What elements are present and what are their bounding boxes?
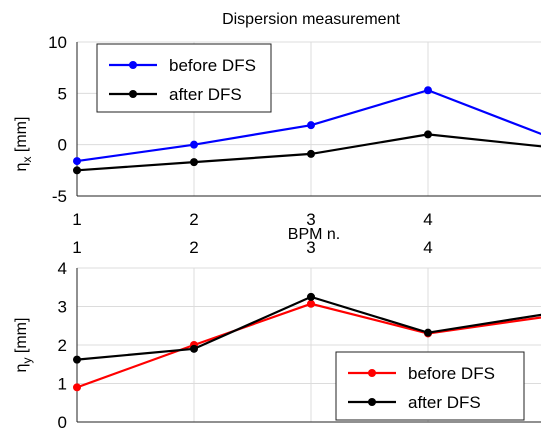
y-tick-label: 10 (48, 33, 67, 52)
y-axis-label-top-unit: [mm] (13, 117, 30, 157)
y-tick-label: 3 (58, 298, 67, 317)
x-tick-label: 4 (423, 238, 432, 257)
data-point (307, 149, 315, 158)
x-tick-label: 1 (72, 210, 81, 229)
legend-box (96, 43, 272, 113)
data-point (73, 355, 81, 364)
x-tick-label: 3 (306, 210, 315, 229)
y-tick-label: 4 (58, 259, 67, 278)
legend-label: before DFS (169, 56, 256, 75)
x-tick-label: 3 (306, 238, 315, 257)
data-point (424, 86, 432, 95)
legend-marker (368, 398, 376, 406)
x-tick-label: 4 (423, 210, 432, 229)
x-tick-label: 2 (189, 238, 198, 257)
y-axis-label-bottom: ηy [mm] (13, 318, 34, 373)
legend-label: after DFS (169, 85, 242, 104)
y-tick-label: 2 (58, 336, 67, 355)
y-axis-label-top: ηx [mm] (13, 117, 34, 172)
y-axis-label-top-symbol: η (13, 163, 30, 172)
y-tick-label: 5 (58, 84, 67, 103)
chart-title: Dispersion measurement (222, 11, 400, 28)
y-tick-label: 0 (58, 413, 67, 429)
panel-top: -5 0 5 10 1 2 3 4 before DFS after DFS (48, 33, 541, 229)
y-axis-label-bottom-unit: [mm] (13, 318, 30, 358)
x-tick-label: 1 (72, 238, 81, 257)
data-point (307, 299, 315, 308)
legend-marker (129, 90, 137, 98)
x-tick-label: 2 (189, 210, 198, 229)
data-point (190, 344, 198, 353)
data-point (424, 130, 432, 139)
data-point (73, 157, 81, 166)
legend-label: after DFS (408, 393, 481, 412)
y-tick-label: 1 (58, 375, 67, 394)
y-axis-label-top-subscript: x (20, 157, 34, 163)
data-point (190, 140, 198, 149)
y-tick-label: 0 (58, 136, 67, 155)
legend-label: before DFS (408, 364, 495, 383)
data-point (190, 158, 198, 167)
data-point (73, 166, 81, 175)
data-point (307, 292, 315, 301)
data-point (307, 121, 315, 130)
legend-marker (368, 369, 376, 377)
data-point (73, 383, 81, 392)
legend-box (335, 351, 525, 421)
x-axis-label: BPM n. (288, 226, 340, 243)
y-tick-label: -5 (52, 187, 67, 206)
y-axis-label-bottom-subscript: y (20, 358, 34, 364)
legend-marker (129, 61, 137, 69)
y-axis-label-bottom-symbol: η (13, 364, 30, 373)
data-point (424, 328, 432, 337)
